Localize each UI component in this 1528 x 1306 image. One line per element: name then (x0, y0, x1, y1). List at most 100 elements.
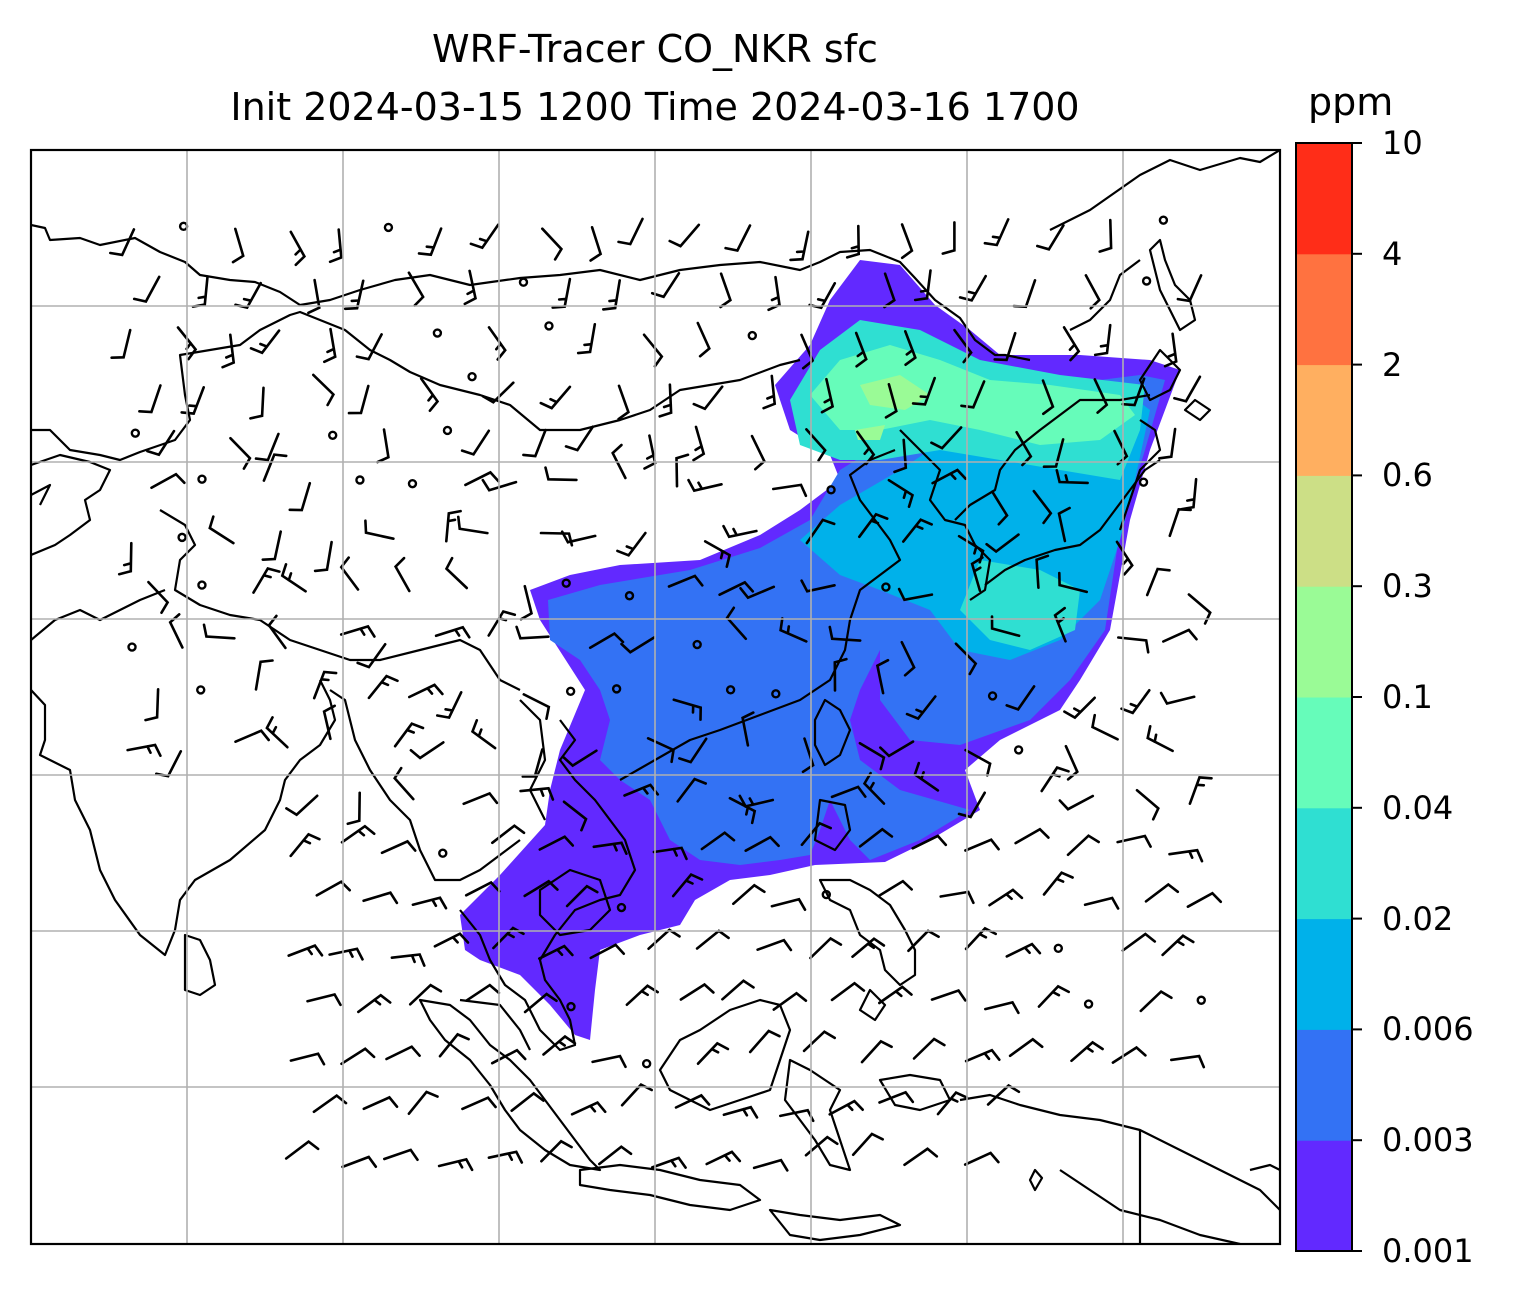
calm-wind-circle (624, 591, 635, 601)
wind-barb (1041, 379, 1055, 416)
map-gridlines (31, 150, 1280, 1244)
wind-barb (589, 943, 626, 960)
wind-barb (519, 584, 533, 621)
calm-wind-circle (328, 430, 338, 440)
wind-barb (805, 428, 827, 462)
map-subtitle: Init 2024-03-15 1200 Time 2024-03-16 170… (230, 85, 1080, 129)
wind-barb (1163, 332, 1178, 368)
wind-barb (323, 327, 337, 364)
wind-barb (249, 386, 265, 420)
wind-barb (538, 944, 574, 960)
wind-barb (851, 937, 886, 958)
wind-barb (728, 796, 757, 825)
wind-barb (804, 1135, 839, 1157)
colorbar-segment (1296, 918, 1352, 1030)
wind-barb (409, 741, 445, 760)
wind-barb (150, 472, 186, 490)
wind-barb (904, 330, 917, 366)
calm-wind-circle (826, 485, 836, 495)
wind-barb (738, 794, 775, 808)
wind-barb (900, 223, 914, 260)
wind-barb (408, 683, 444, 699)
calm-wind-circle (197, 474, 207, 484)
wind-barb (438, 1032, 470, 1058)
wind-barb (988, 888, 1024, 907)
wind-barb (856, 430, 876, 466)
wind-barb (963, 1151, 1000, 1166)
wind-barb (433, 932, 470, 948)
wind-barb (1121, 377, 1146, 407)
wind-barb (985, 533, 1020, 554)
wind-barb (315, 880, 351, 897)
colorbar-segment (1296, 1029, 1352, 1141)
coastlines (31, 150, 1280, 1244)
wind-barb (312, 373, 336, 407)
colorbar-tick-label: 0.001 (1382, 1232, 1474, 1270)
wind-barb (1162, 628, 1198, 643)
wind-barb (625, 984, 659, 1006)
wind-barb (346, 791, 361, 826)
wind-barb (464, 880, 501, 897)
wind-barb (1083, 896, 1120, 910)
wind-barb (565, 884, 599, 908)
wind-barb (221, 333, 236, 369)
wind-barb (845, 224, 861, 259)
wind-barb (560, 530, 597, 544)
wind-barb (191, 275, 209, 308)
colorbar-segment (1296, 253, 1352, 366)
calm-wind-circle (178, 221, 189, 232)
calm-wind-circle (771, 689, 781, 699)
wind-barb (598, 1145, 633, 1166)
calm-wind-circle (1013, 745, 1024, 755)
wind-barb (1111, 1045, 1147, 1064)
wind-barb (285, 794, 319, 817)
wind-barb (289, 1052, 326, 1066)
calm-wind-circle (467, 371, 477, 382)
wind-barb (576, 323, 597, 355)
wind-barb (800, 333, 815, 370)
wind-barb (770, 897, 807, 911)
wind-barb (772, 991, 808, 1011)
wind-barb (879, 740, 915, 758)
wind-barb (340, 1047, 376, 1066)
wind-barb (355, 333, 383, 361)
wind-barb (741, 711, 755, 747)
wind-barb (652, 846, 688, 861)
colorbar-tick-label: 0.3 (1382, 567, 1433, 606)
wind-barb (862, 771, 886, 805)
tracer-plume (460, 260, 1180, 1040)
wind-barb (960, 380, 986, 409)
wind-barb (828, 625, 862, 642)
wind-barb (1064, 744, 1079, 781)
wind-barb (146, 429, 176, 457)
wind-barb (522, 693, 551, 720)
wind-barb (523, 879, 559, 898)
wind-barb (696, 1041, 730, 1065)
wind-barb (393, 722, 425, 748)
wind-barb (1070, 1040, 1104, 1063)
colorbar-tick-label: 0.04 (1382, 788, 1454, 827)
wind-barb (470, 719, 497, 750)
wind-barb (893, 438, 908, 474)
wind-barb (541, 227, 564, 261)
wind-barb (905, 695, 937, 721)
calm-wind-circle (130, 428, 141, 438)
wind-barb (168, 613, 184, 649)
wind-barb (858, 827, 894, 848)
wind-barb (343, 279, 365, 311)
wind-barb (964, 1048, 1001, 1063)
wind-barb (779, 617, 808, 643)
wind-barb (875, 658, 890, 695)
wind-barb (658, 383, 673, 418)
calm-wind-circle (641, 1058, 652, 1069)
calm-wind-circle (355, 475, 365, 485)
wind-barb (1144, 882, 1180, 903)
wind-barb (887, 478, 915, 508)
wind-barb (1091, 713, 1119, 741)
wind-barb (930, 426, 963, 450)
wind-barb (462, 791, 499, 806)
wind-barb (434, 625, 471, 639)
wind-barb (249, 329, 281, 355)
wind-barb (1161, 934, 1195, 957)
wind-barb (357, 993, 392, 1014)
